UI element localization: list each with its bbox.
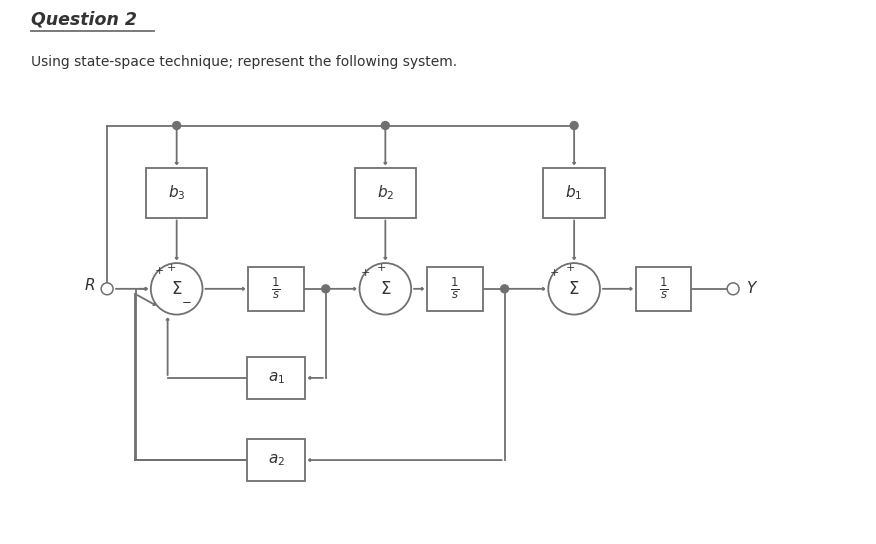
Text: +: + [566, 263, 575, 273]
Text: $a_1$: $a_1$ [267, 370, 285, 386]
Text: $\frac{1}{s}$: $\frac{1}{s}$ [272, 276, 280, 301]
Text: +: + [550, 268, 560, 279]
Circle shape [500, 285, 509, 293]
Bar [248, 267, 304, 311]
Bar [247, 439, 305, 481]
Bar [427, 267, 483, 311]
Text: $\Sigma$: $\Sigma$ [379, 280, 391, 298]
Circle shape [173, 121, 180, 129]
Circle shape [101, 283, 113, 295]
Bar [146, 168, 208, 218]
Text: +: + [166, 263, 176, 273]
Text: Y: Y [746, 281, 755, 296]
Text: R: R [85, 279, 95, 293]
Text: $b_1$: $b_1$ [565, 183, 583, 202]
Bar [636, 267, 691, 311]
Text: $b_3$: $b_3$ [168, 183, 186, 202]
Text: $a_2$: $a_2$ [267, 452, 285, 468]
Circle shape [727, 283, 739, 295]
Circle shape [151, 263, 202, 314]
Bar [355, 168, 416, 218]
Bar [543, 168, 605, 218]
Circle shape [381, 121, 389, 129]
Circle shape [359, 263, 411, 314]
Circle shape [548, 263, 600, 314]
Circle shape [321, 285, 329, 293]
Text: $\frac{1}{s}$: $\frac{1}{s}$ [659, 276, 668, 301]
Text: $\frac{1}{s}$: $\frac{1}{s}$ [450, 276, 460, 301]
Text: Using state-space technique; represent the following system.: Using state-space technique; represent t… [31, 55, 456, 69]
Text: +: + [361, 268, 371, 279]
Text: $\Sigma$: $\Sigma$ [569, 280, 580, 298]
Circle shape [570, 121, 578, 129]
Text: $b_2$: $b_2$ [377, 183, 394, 202]
Bar [247, 357, 305, 399]
Text: Question 2: Question 2 [31, 10, 137, 28]
Text: $\Sigma$: $\Sigma$ [171, 280, 182, 298]
Text: +: + [377, 263, 386, 273]
Text: +: + [154, 267, 164, 276]
Text: −: − [182, 296, 192, 310]
